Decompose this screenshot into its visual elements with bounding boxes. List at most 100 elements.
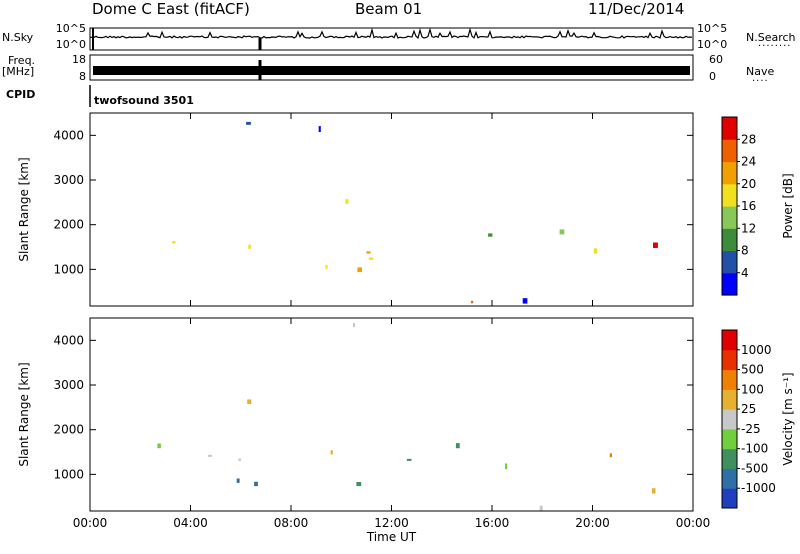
power-colorbar-tick-label: 16 [741,199,756,213]
velocity-colorbar-segment [722,428,737,450]
velocity-colorbar-label: Velocity [m s⁻¹] [781,372,795,465]
x-tick-label: 16:00 [475,516,510,530]
power-cell [325,264,328,269]
freq-label: Freq. [8,54,36,67]
power-cell [246,121,251,125]
cpid-label: CPID [6,88,36,101]
velocity-cell [330,450,333,455]
velocity-colorbar-tick-label: 100 [741,382,764,396]
noise-sky-trace [90,27,693,40]
x-tick-label: 04:00 [173,516,208,530]
freq-tick-label: 18 [72,53,86,66]
freq-panel-frame [89,54,694,81]
velocity-colorbar-tick-label: 500 [741,363,764,377]
velocity-colorbar-tick-label: -500 [741,461,768,475]
velocity-y-tick-label: 2000 [53,423,84,437]
velocity-cell [207,454,212,457]
power-colorbar-tick-label: 28 [741,132,756,146]
nave-dots: ···· [752,76,769,87]
power-cell [488,233,493,237]
velocity-colorbar-segment [722,349,737,371]
power-colorbar-segment [722,250,737,274]
power-colorbar-segment [722,183,737,207]
velocity-colorbar-segment [722,330,737,351]
power-cell [366,251,371,254]
power-colorbar-tick-label: 4 [741,266,749,280]
power-cell [471,300,474,304]
velocity-colorbar-segment [722,448,737,469]
nave-tick-label: 60 [709,53,723,66]
power-y-axis-label: Slant Range [km] [17,157,31,261]
nsearch-label: N.Search [746,31,796,44]
velocity-cell [353,323,356,328]
velocity-colorbar-segment [722,409,737,430]
velocity-colorbar-tick-label: -100 [741,442,768,456]
power-colorbar-tick-label: 20 [741,177,756,191]
velocity-colorbar-tick-label: 1000 [741,343,772,357]
power-colorbar-segment [722,139,737,163]
power-colorbar-label: Power [dB] [781,173,795,238]
power-cell [653,242,658,248]
velocity-cell [609,453,612,458]
velocity-data-cells [157,323,656,512]
radar-title: Dome C East (fitACF) [92,0,250,18]
noise-tick-label: 10^0 [697,38,727,51]
x-tick-label: 08:00 [274,516,309,530]
noise-panel-frame [89,27,694,51]
x-tick-label: 00:00 [676,516,711,530]
date-title: 11/Dec/2014 [588,0,685,18]
power-colorbar-segment [722,206,737,229]
power-colorbar-tick-label: 12 [741,221,756,235]
velocity-cell [356,482,362,487]
noise-tick-label: 10^5 [697,22,727,35]
velocity-y-tick-label: 3000 [53,378,84,392]
power-plot-background [90,113,693,306]
velocity-cell [505,463,508,470]
power-colorbar-segment [722,272,737,296]
velocity-cell [157,443,161,449]
velocity-y-axis-label: Slant Range [km] [17,362,31,466]
nave-tick-label: 0 [709,70,716,83]
noise-tick-label: 10^5 [56,22,86,35]
velocity-cell [238,458,242,461]
beam-title: Beam 01 [355,0,423,18]
power-cell [248,244,251,249]
x-tick-label: 00:00 [73,516,108,530]
power-data-cells [172,121,658,304]
velocity-plot-background [90,318,693,511]
cpid-value: twofsound 3501 [94,94,194,107]
freq-unit-label: [MHz] [2,65,35,78]
velocity-colorbar-tick-label: -1000 [741,481,776,495]
nsky-label: N.Sky [2,31,34,44]
power-y-tick-label: 2000 [53,218,84,232]
velocity-cell [455,443,460,449]
power-y-tick-label: 1000 [53,262,84,276]
velocity-cell [236,478,240,483]
velocity-colorbar-segment [722,488,737,509]
velocity-cell [539,505,543,512]
power-colorbar-segment [722,161,737,185]
power-cell [559,229,565,235]
velocity-y-tick-label: 1000 [53,467,84,481]
velocity-colorbar-tick-label: -25 [741,422,761,436]
velocity-colorbar-segment [722,468,737,489]
velocity-x-axis-label: Time UT [366,530,417,544]
power-cell [593,248,598,254]
velocity-cell [406,458,412,461]
power-colorbar-tick-label: 8 [741,244,749,258]
power-colorbar-tick-label: 24 [741,155,756,169]
power-y-tick-label: 3000 [53,173,84,187]
freq-tick-label: 8 [79,70,86,83]
power-cell [345,199,349,204]
velocity-colorbar-segment [722,369,737,390]
velocity-y-tick-label: 4000 [53,333,84,347]
velocity-colorbar-segment [722,389,737,410]
noise-tick-label: 10^0 [56,38,86,51]
power-colorbar-segment [722,117,737,140]
velocity-colorbar-frame [721,329,738,509]
velocity-colorbar-tick-label: 25 [741,402,756,416]
power-cell [368,257,374,260]
velocity-cell [247,399,252,404]
power-cell [318,126,321,132]
